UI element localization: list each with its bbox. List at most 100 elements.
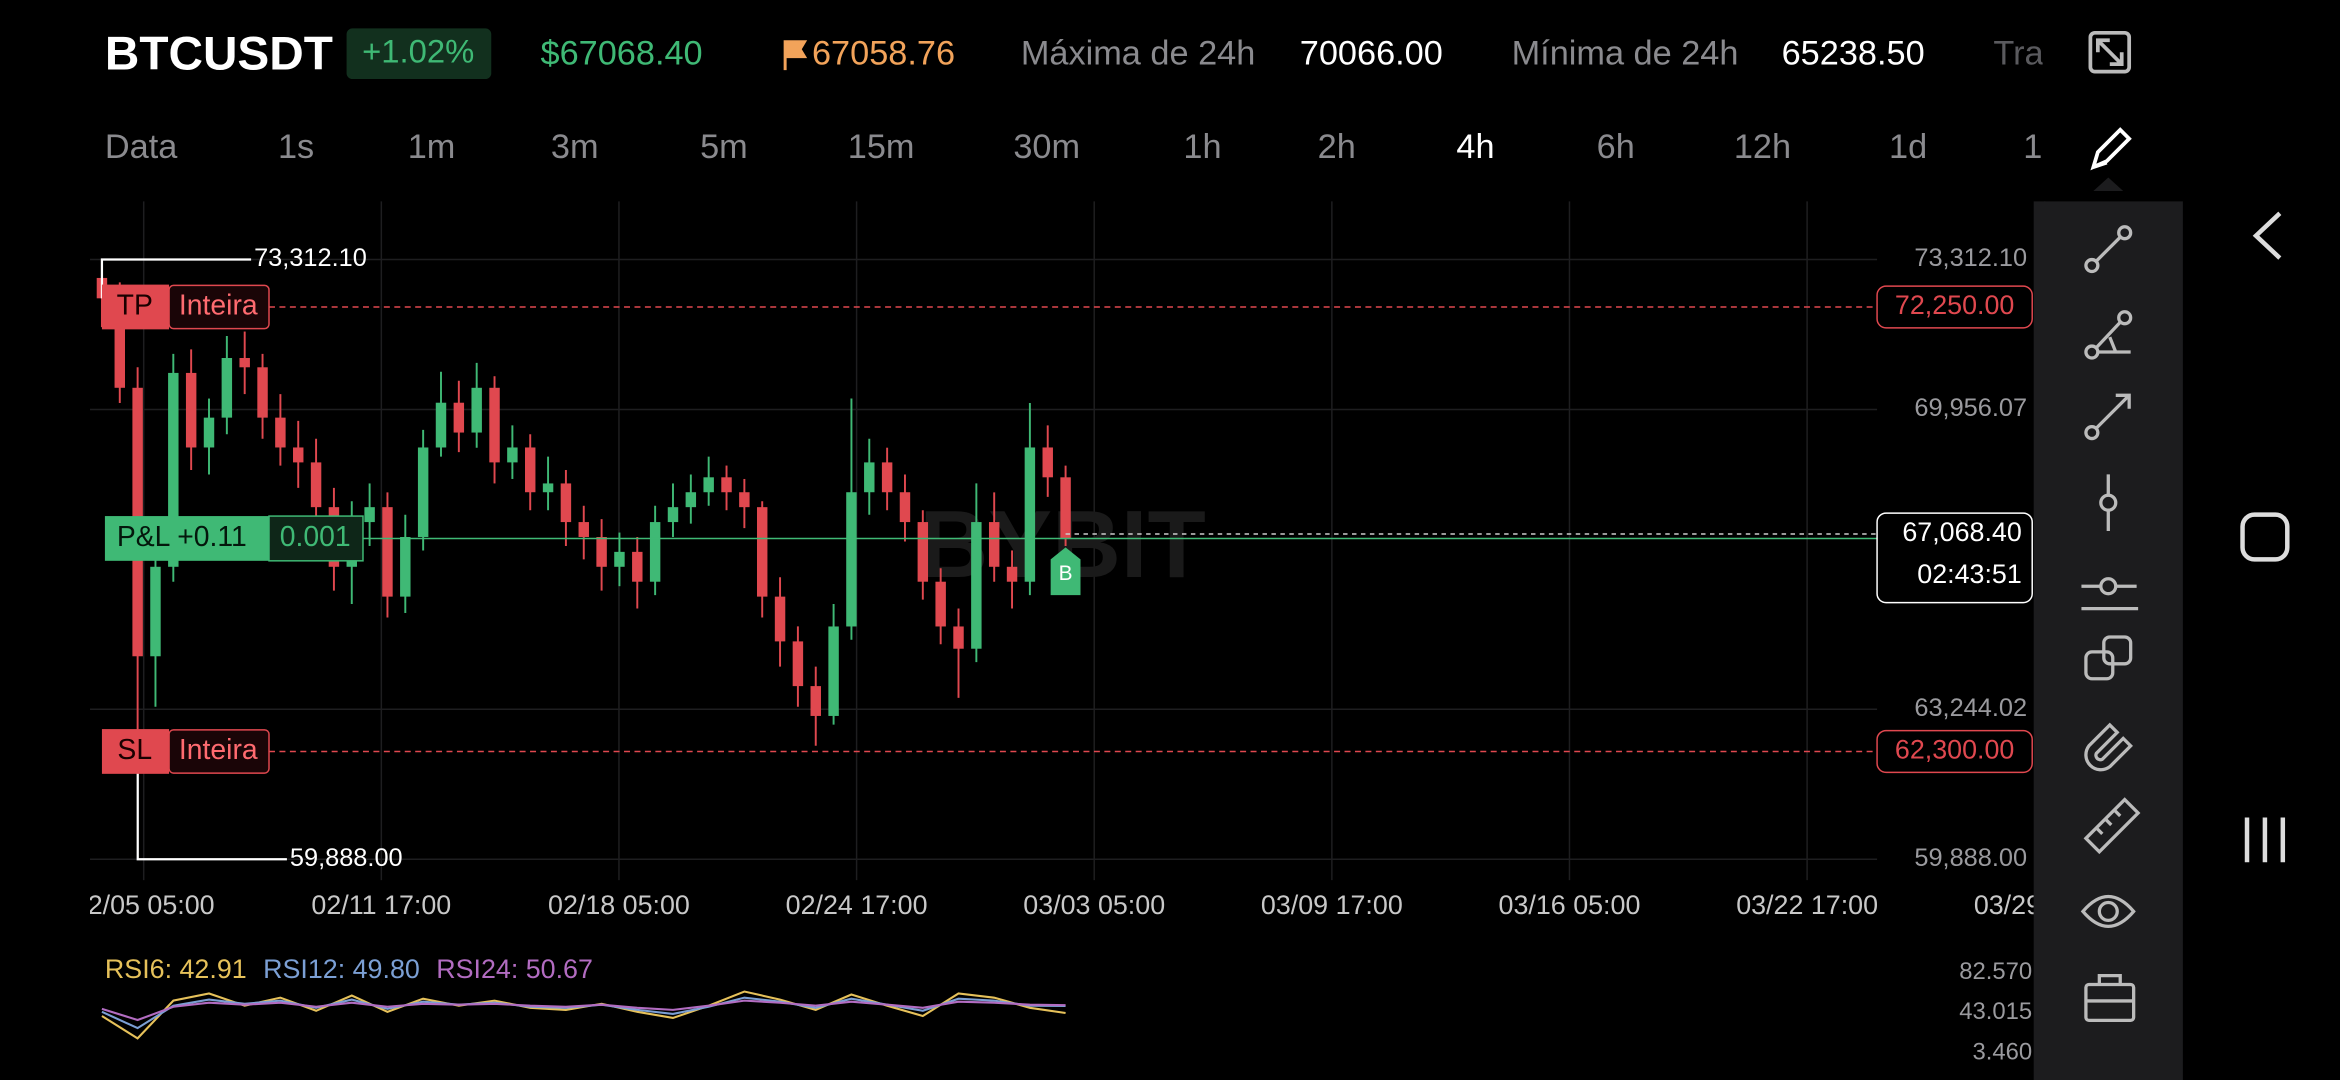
candle-body — [988, 522, 1000, 567]
candle-body — [596, 536, 607, 567]
interval[interactable]: 1h — [1183, 128, 1221, 166]
change: +1.02% — [362, 32, 474, 69]
pnl: P&L +0.11 — [117, 521, 247, 553]
candle-body — [1042, 447, 1053, 478]
x-tick-label: 02/18 05:00 — [548, 890, 690, 920]
qty-box — [268, 515, 364, 562]
candle-body — [221, 357, 233, 418]
rsi-tick-label: 43.015 — [1959, 998, 2032, 1025]
interval[interactable]: 30m — [1013, 128, 1080, 166]
tp-mode-box — [168, 284, 270, 330]
candle-body — [560, 483, 572, 523]
candle-body — [150, 566, 161, 657]
y-tick-label: 73,312.10 — [1914, 244, 2027, 272]
toolbar-pointer — [2093, 177, 2124, 191]
current-price: 67,068.40 — [1902, 517, 2021, 547]
x-tick-label: 03/16 05:00 — [1499, 890, 1641, 920]
interval[interactable]: 12h — [1734, 128, 1791, 166]
interval[interactable]: 1s — [278, 128, 314, 166]
sl-tag-box — [101, 729, 170, 774]
side: B — [1059, 562, 1073, 585]
rsi-legend: RSI6: 42.91 — [105, 954, 247, 984]
candle-body — [614, 551, 625, 567]
pnl-box — [104, 516, 270, 561]
interval[interactable]: 1 — [2023, 128, 2042, 166]
low-label: Mínima de 24h — [1512, 34, 1739, 72]
pencil-icon[interactable] — [2090, 127, 2132, 171]
y-tick-label: 63,244.02 — [1914, 694, 2027, 722]
side-marker — [1050, 547, 1081, 596]
interval[interactable]: 6h — [1597, 128, 1635, 166]
drawing-toolbar — [2033, 201, 2183, 1080]
interval[interactable]: 1d — [1889, 128, 1927, 166]
candle-body — [364, 507, 375, 523]
candle-body — [507, 447, 518, 463]
mark-price: 67058.76 — [812, 34, 955, 72]
candle-body — [203, 417, 215, 448]
interval[interactable]: Data — [105, 128, 178, 166]
rsi-panel: 82.570 43.015 3.460 RSI6: 42.91 RSI12: 49.80… — [101, 954, 2032, 1065]
candle-body — [953, 626, 964, 649]
symbol[interactable]: BTCUSDT — [105, 27, 333, 80]
candle-body — [114, 298, 125, 388]
interval[interactable]: 4h — [1456, 128, 1494, 166]
low-marker-label: 59,888.00 — [290, 844, 403, 872]
candle-body — [864, 462, 875, 493]
candle-body — [935, 581, 946, 627]
interval[interactable]: 15m — [848, 128, 915, 166]
candle-body — [917, 522, 929, 582]
interval[interactable]: 5m — [700, 128, 748, 166]
candle-body — [899, 492, 911, 523]
sl-price: 62,300.00 — [1895, 735, 2014, 765]
x-tick-label: 03/03 05:00 — [1023, 890, 1165, 920]
tp-tag-box — [101, 284, 170, 330]
candle-body — [489, 387, 500, 463]
countdown: 02:43:51 — [1917, 559, 2022, 589]
tp-price: 72,250.00 — [1895, 290, 2014, 320]
candle-body — [667, 507, 679, 523]
high-marker-label: 73,312.10 — [254, 244, 367, 272]
x-tick-label: 02/05 05:00 — [73, 890, 215, 920]
sl-mode-box — [168, 729, 270, 774]
tp-price-box — [1876, 285, 2033, 329]
sl-mode[interactable]: Inteira — [179, 734, 258, 766]
candle-body — [382, 507, 393, 597]
change-badge — [346, 28, 492, 80]
low-value: 65238.50 — [1782, 34, 1925, 72]
candle-body — [1060, 477, 1071, 539]
interval-bar: Data 1s 1m 3m 5m 15m 30m 1h 2h 4h 6h 12h 1d 1 — [105, 128, 2042, 166]
candle-body — [168, 372, 179, 567]
nav-bar[interactable] — [2240, 211, 2290, 863]
high-label: Máxima de 24h — [1021, 34, 1256, 72]
current-price-box — [1876, 512, 2033, 604]
candle-body — [774, 596, 786, 642]
toolbar-icons[interactable] — [2080, 225, 2141, 1022]
collapse-icon[interactable] — [2088, 30, 2132, 74]
candle-body — [739, 492, 750, 508]
candle-body — [810, 686, 821, 716]
interval[interactable]: 3m — [551, 128, 599, 166]
candle-body — [185, 372, 197, 448]
sl-price-box — [1876, 729, 2033, 774]
last-price: $67068.40 — [540, 34, 702, 72]
candle-body — [257, 367, 268, 418]
candle-body — [828, 626, 839, 716]
rsi-line — [101, 999, 1066, 1022]
candle-body — [275, 417, 286, 448]
y-tick-label: 69,956.07 — [1914, 394, 2027, 422]
interval[interactable]: 2h — [1318, 128, 1356, 166]
candle-body — [792, 641, 804, 687]
candle-body — [881, 462, 893, 493]
candle-body — [400, 536, 411, 597]
x-tick-label: 03/09 17:00 — [1261, 890, 1403, 920]
tp-mode[interactable]: Inteira — [179, 289, 258, 321]
rsi-tick-label: 3.460 — [1972, 1038, 2032, 1065]
x-tick-label: 02/24 17:00 — [786, 890, 928, 920]
flag-icon — [783, 40, 808, 71]
candle-body — [310, 462, 322, 508]
interval[interactable]: 1m — [408, 128, 456, 166]
qty: 0.001 — [280, 521, 351, 553]
candle-body — [632, 551, 643, 582]
